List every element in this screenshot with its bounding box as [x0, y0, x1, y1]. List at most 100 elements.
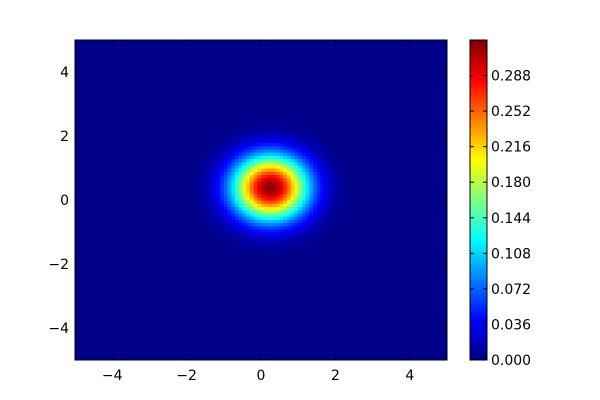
heatmap-cell: [216, 145, 221, 150]
heatmap-cell: [257, 212, 262, 217]
heatmap-cell: [287, 196, 292, 201]
heatmap-cell: [261, 136, 266, 140]
heatmap-cell: [205, 222, 210, 227]
heatmap-cell: [234, 222, 240, 227]
heatmap-cell: [220, 219, 225, 223]
heatmap-cell: [316, 164, 322, 169]
heatmap-cell: [227, 193, 232, 198]
heatmap-cell: [223, 228, 229, 233]
heatmap-cell: [253, 155, 258, 159]
heatmap-cell: [261, 174, 266, 179]
heatmap-cell: [294, 155, 299, 159]
heatmap-cell: [316, 148, 322, 153]
heatmap-cell: [268, 126, 273, 131]
heatmap-cell: [234, 126, 240, 131]
heatmap-cell: [313, 136, 318, 140]
heatmap-cell: [298, 180, 303, 185]
heatmap-cell: [249, 216, 255, 220]
heatmap-cell: [283, 136, 288, 140]
heatmap-cell: [335, 180, 340, 185]
heatmap-cell: [212, 196, 217, 201]
heatmap-cell: [238, 184, 243, 188]
heatmap-cell: [316, 136, 322, 140]
heatmap-cell: [272, 219, 277, 223]
heatmap-cell: [283, 248, 288, 252]
heatmap-cell: [283, 123, 288, 127]
heatmap-cell: [208, 193, 214, 198]
heatmap-cell: [279, 139, 284, 143]
heatmap-cell: [313, 206, 318, 211]
heatmap-cell: [231, 132, 236, 137]
heatmap-cell: [257, 168, 262, 172]
heatmap-cell: [205, 203, 210, 207]
heatmap-cell: [238, 228, 243, 233]
heatmap-cell: [290, 216, 296, 220]
heatmap-cell: [253, 129, 258, 134]
heatmap-cell: [335, 190, 340, 195]
heatmap-cell: [339, 209, 344, 214]
heatmap-cell: [208, 206, 214, 211]
heatmap-cell: [272, 161, 277, 166]
heatmap-cell: [290, 161, 296, 166]
heatmap-cell: [220, 142, 225, 147]
heatmap-cell: [212, 158, 217, 163]
heatmap-cell: [268, 244, 273, 249]
heatmap-cell: [283, 193, 288, 198]
heatmap-cell: [220, 180, 225, 185]
heatmap-cell: [216, 155, 221, 159]
heatmap-cell: [316, 228, 322, 233]
heatmap-cell: [216, 225, 221, 230]
heatmap-cell: [246, 222, 251, 227]
heatmap-cell: [257, 244, 262, 249]
heatmap-cell: [223, 148, 229, 153]
heatmap-cell: [309, 158, 314, 163]
heatmap-cell: [287, 238, 292, 243]
heatmap-cell: [294, 219, 299, 223]
heatmap-cell: [283, 244, 288, 249]
heatmap-cell: [257, 248, 262, 252]
heatmap-cell: [279, 161, 284, 166]
heatmap-cell: [320, 155, 325, 159]
heatmap-cell: [194, 200, 199, 204]
heatmap-cell: [309, 212, 314, 217]
heatmap-cell: [257, 228, 262, 233]
heatmap-cell: [208, 184, 214, 188]
heatmap-cell: [201, 161, 206, 166]
heatmap-cell: [275, 212, 281, 217]
heatmap-cell: [294, 145, 299, 150]
heatmap-cell: [246, 206, 251, 211]
heatmap-cell: [223, 190, 229, 195]
heatmap-cell: [234, 200, 240, 204]
heatmap-cell: [309, 235, 314, 239]
heatmap-cell: [212, 212, 217, 217]
heatmap-cell: [223, 174, 229, 179]
heatmap-cell: [309, 228, 314, 233]
heatmap-cell: [238, 180, 243, 185]
heatmap-cell: [309, 184, 314, 188]
heatmap-cell: [253, 216, 258, 220]
heatmap-cell: [287, 209, 292, 214]
heatmap-cell: [279, 225, 284, 230]
heatmap-cell: [227, 238, 232, 243]
heatmap-cell: [194, 196, 199, 201]
heatmap-cell: [249, 238, 255, 243]
heatmap-cell: [257, 184, 262, 188]
heatmap-cell: [327, 196, 333, 201]
heatmap-cell: [298, 132, 303, 137]
heatmap-cell: [257, 155, 262, 159]
heatmap-cell: [238, 200, 243, 204]
heatmap-cell: [249, 190, 255, 195]
heatmap-cell: [283, 161, 288, 166]
heatmap-cell: [212, 190, 217, 195]
heatmap-cell: [216, 209, 221, 214]
heatmap-cell: [238, 206, 243, 211]
heatmap-cell: [272, 206, 277, 211]
heatmap-cell: [238, 196, 243, 201]
heatmap-cell: [234, 212, 240, 217]
heatmap-cell: [305, 184, 310, 188]
heatmap-cell: [257, 225, 262, 230]
heatmap-cell: [298, 126, 303, 131]
heatmap-cell: [238, 126, 243, 131]
heatmap-cell: [283, 216, 288, 220]
heatmap-cell: [279, 203, 284, 207]
